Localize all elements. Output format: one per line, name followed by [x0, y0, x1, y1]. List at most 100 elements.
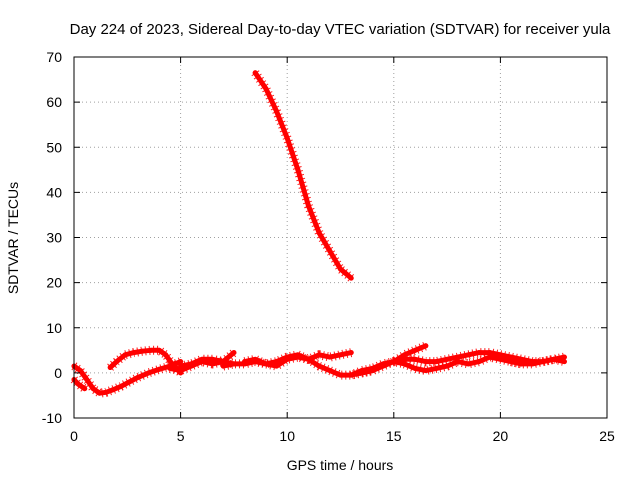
- x-tick-label: 5: [177, 428, 185, 444]
- data-point: [348, 372, 354, 378]
- data-point: [231, 361, 237, 367]
- data-point: [401, 356, 407, 362]
- data-point: [167, 365, 173, 371]
- data-point: [231, 350, 237, 356]
- data-point: [146, 370, 152, 376]
- data-point: [497, 352, 503, 358]
- data-point: [433, 359, 439, 365]
- data-point: [561, 359, 567, 365]
- data-point: [295, 352, 301, 358]
- series-layer: [70, 70, 567, 398]
- data-point: [327, 368, 333, 374]
- series-sat-b: [71, 357, 184, 398]
- data-point: [90, 386, 96, 392]
- data-point: [508, 354, 514, 360]
- chart-title: Day 224 of 2023, Sidereal Day-to-day VTE…: [70, 21, 611, 38]
- y-tick-label: 20: [46, 275, 62, 291]
- data-point: [118, 383, 124, 389]
- data-point: [178, 368, 184, 374]
- data-point: [126, 379, 132, 385]
- data-point: [163, 352, 169, 358]
- series-line: [107, 347, 184, 376]
- data-point: [156, 347, 162, 353]
- data-point: [476, 359, 482, 365]
- data-point: [84, 377, 90, 383]
- data-point: [263, 361, 269, 367]
- data-point: [131, 350, 137, 356]
- data-point: [487, 350, 493, 356]
- data-point: [306, 203, 312, 209]
- data-point: [423, 359, 429, 365]
- data-point: [529, 361, 535, 367]
- y-tick-label: 50: [46, 139, 62, 155]
- data-point: [327, 248, 333, 254]
- x-tick-label: 15: [386, 428, 402, 444]
- data-point: [412, 347, 418, 353]
- data-point: [348, 350, 354, 356]
- series-sat-c: [70, 376, 88, 393]
- x-tick-label: 25: [599, 428, 615, 444]
- data-point: [391, 359, 397, 365]
- data-point: [540, 359, 546, 365]
- x-tick-label: 0: [70, 428, 78, 444]
- data-point: [476, 350, 482, 356]
- data-point: [327, 354, 333, 360]
- series-sat-a-high: [251, 70, 355, 282]
- data-point: [306, 356, 312, 362]
- data-point: [263, 86, 269, 92]
- data-point: [519, 361, 525, 367]
- data-point: [252, 70, 258, 76]
- data-point: [148, 347, 154, 353]
- data-point: [369, 368, 375, 374]
- data-point: [122, 352, 128, 358]
- data-point: [139, 348, 145, 354]
- y-tick-label: -10: [42, 410, 62, 426]
- data-point: [455, 354, 461, 360]
- data-point: [423, 343, 429, 349]
- x-tick-label: 20: [493, 428, 509, 444]
- series-sat-l: [508, 354, 567, 369]
- data-point: [316, 230, 322, 236]
- data-point: [444, 356, 450, 362]
- y-tick-label: 70: [46, 49, 62, 65]
- data-point: [274, 359, 280, 365]
- y-tick-label: 0: [54, 365, 62, 381]
- data-point: [551, 356, 557, 362]
- data-point: [77, 368, 83, 374]
- y-axis-title: SDTVAR / TECUs: [5, 182, 21, 294]
- data-point: [316, 352, 322, 358]
- data-point: [465, 352, 471, 358]
- data-point: [274, 108, 280, 114]
- data-point: [444, 363, 450, 369]
- data-point: [497, 356, 503, 362]
- data-point: [338, 352, 343, 358]
- y-tick-label: 40: [46, 184, 62, 200]
- series-markers: [349, 352, 523, 380]
- data-point: [178, 363, 184, 369]
- data-point: [210, 361, 216, 367]
- data-point: [412, 365, 418, 371]
- data-point: [210, 356, 216, 362]
- y-tick-label: 30: [46, 230, 62, 246]
- data-point: [135, 374, 141, 380]
- data-point: [348, 275, 354, 281]
- tick-layer: 0 5 10 15 20 25 -10 0 10 20 30 40 50 60 70: [42, 49, 615, 444]
- data-point: [220, 363, 226, 369]
- data-point: [169, 361, 175, 367]
- data-point: [465, 361, 471, 367]
- data-point: [295, 167, 301, 173]
- y-tick-label: 10: [46, 320, 62, 336]
- data-point: [188, 361, 194, 367]
- series-markers: [251, 70, 355, 282]
- data-point: [75, 381, 81, 387]
- data-point: [338, 372, 343, 378]
- y-tick-label: 60: [46, 94, 62, 110]
- data-point: [316, 363, 322, 369]
- data-point: [412, 356, 418, 362]
- data-point: [423, 368, 429, 374]
- data-point: [284, 135, 290, 141]
- data-point: [82, 386, 88, 392]
